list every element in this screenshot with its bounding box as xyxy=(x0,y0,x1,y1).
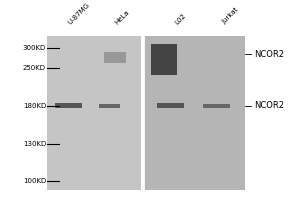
FancyBboxPatch shape xyxy=(100,104,120,108)
Text: 180KD: 180KD xyxy=(23,103,46,109)
Text: NCOR2: NCOR2 xyxy=(254,50,284,59)
Text: L02: L02 xyxy=(174,12,187,25)
Text: U-87MG: U-87MG xyxy=(67,1,91,25)
FancyBboxPatch shape xyxy=(55,103,82,108)
Text: NCOR2: NCOR2 xyxy=(254,101,284,110)
FancyBboxPatch shape xyxy=(152,44,177,75)
Text: 130KD: 130KD xyxy=(23,141,46,147)
FancyBboxPatch shape xyxy=(142,36,245,190)
Text: 100KD: 100KD xyxy=(23,178,46,184)
FancyBboxPatch shape xyxy=(47,36,141,190)
FancyBboxPatch shape xyxy=(104,52,126,63)
Text: 250KD: 250KD xyxy=(23,65,46,71)
Text: HeLa: HeLa xyxy=(114,9,131,25)
Text: Jurkat: Jurkat xyxy=(221,7,240,25)
FancyBboxPatch shape xyxy=(203,104,230,108)
FancyBboxPatch shape xyxy=(158,103,184,108)
Text: 300KD: 300KD xyxy=(23,45,46,51)
